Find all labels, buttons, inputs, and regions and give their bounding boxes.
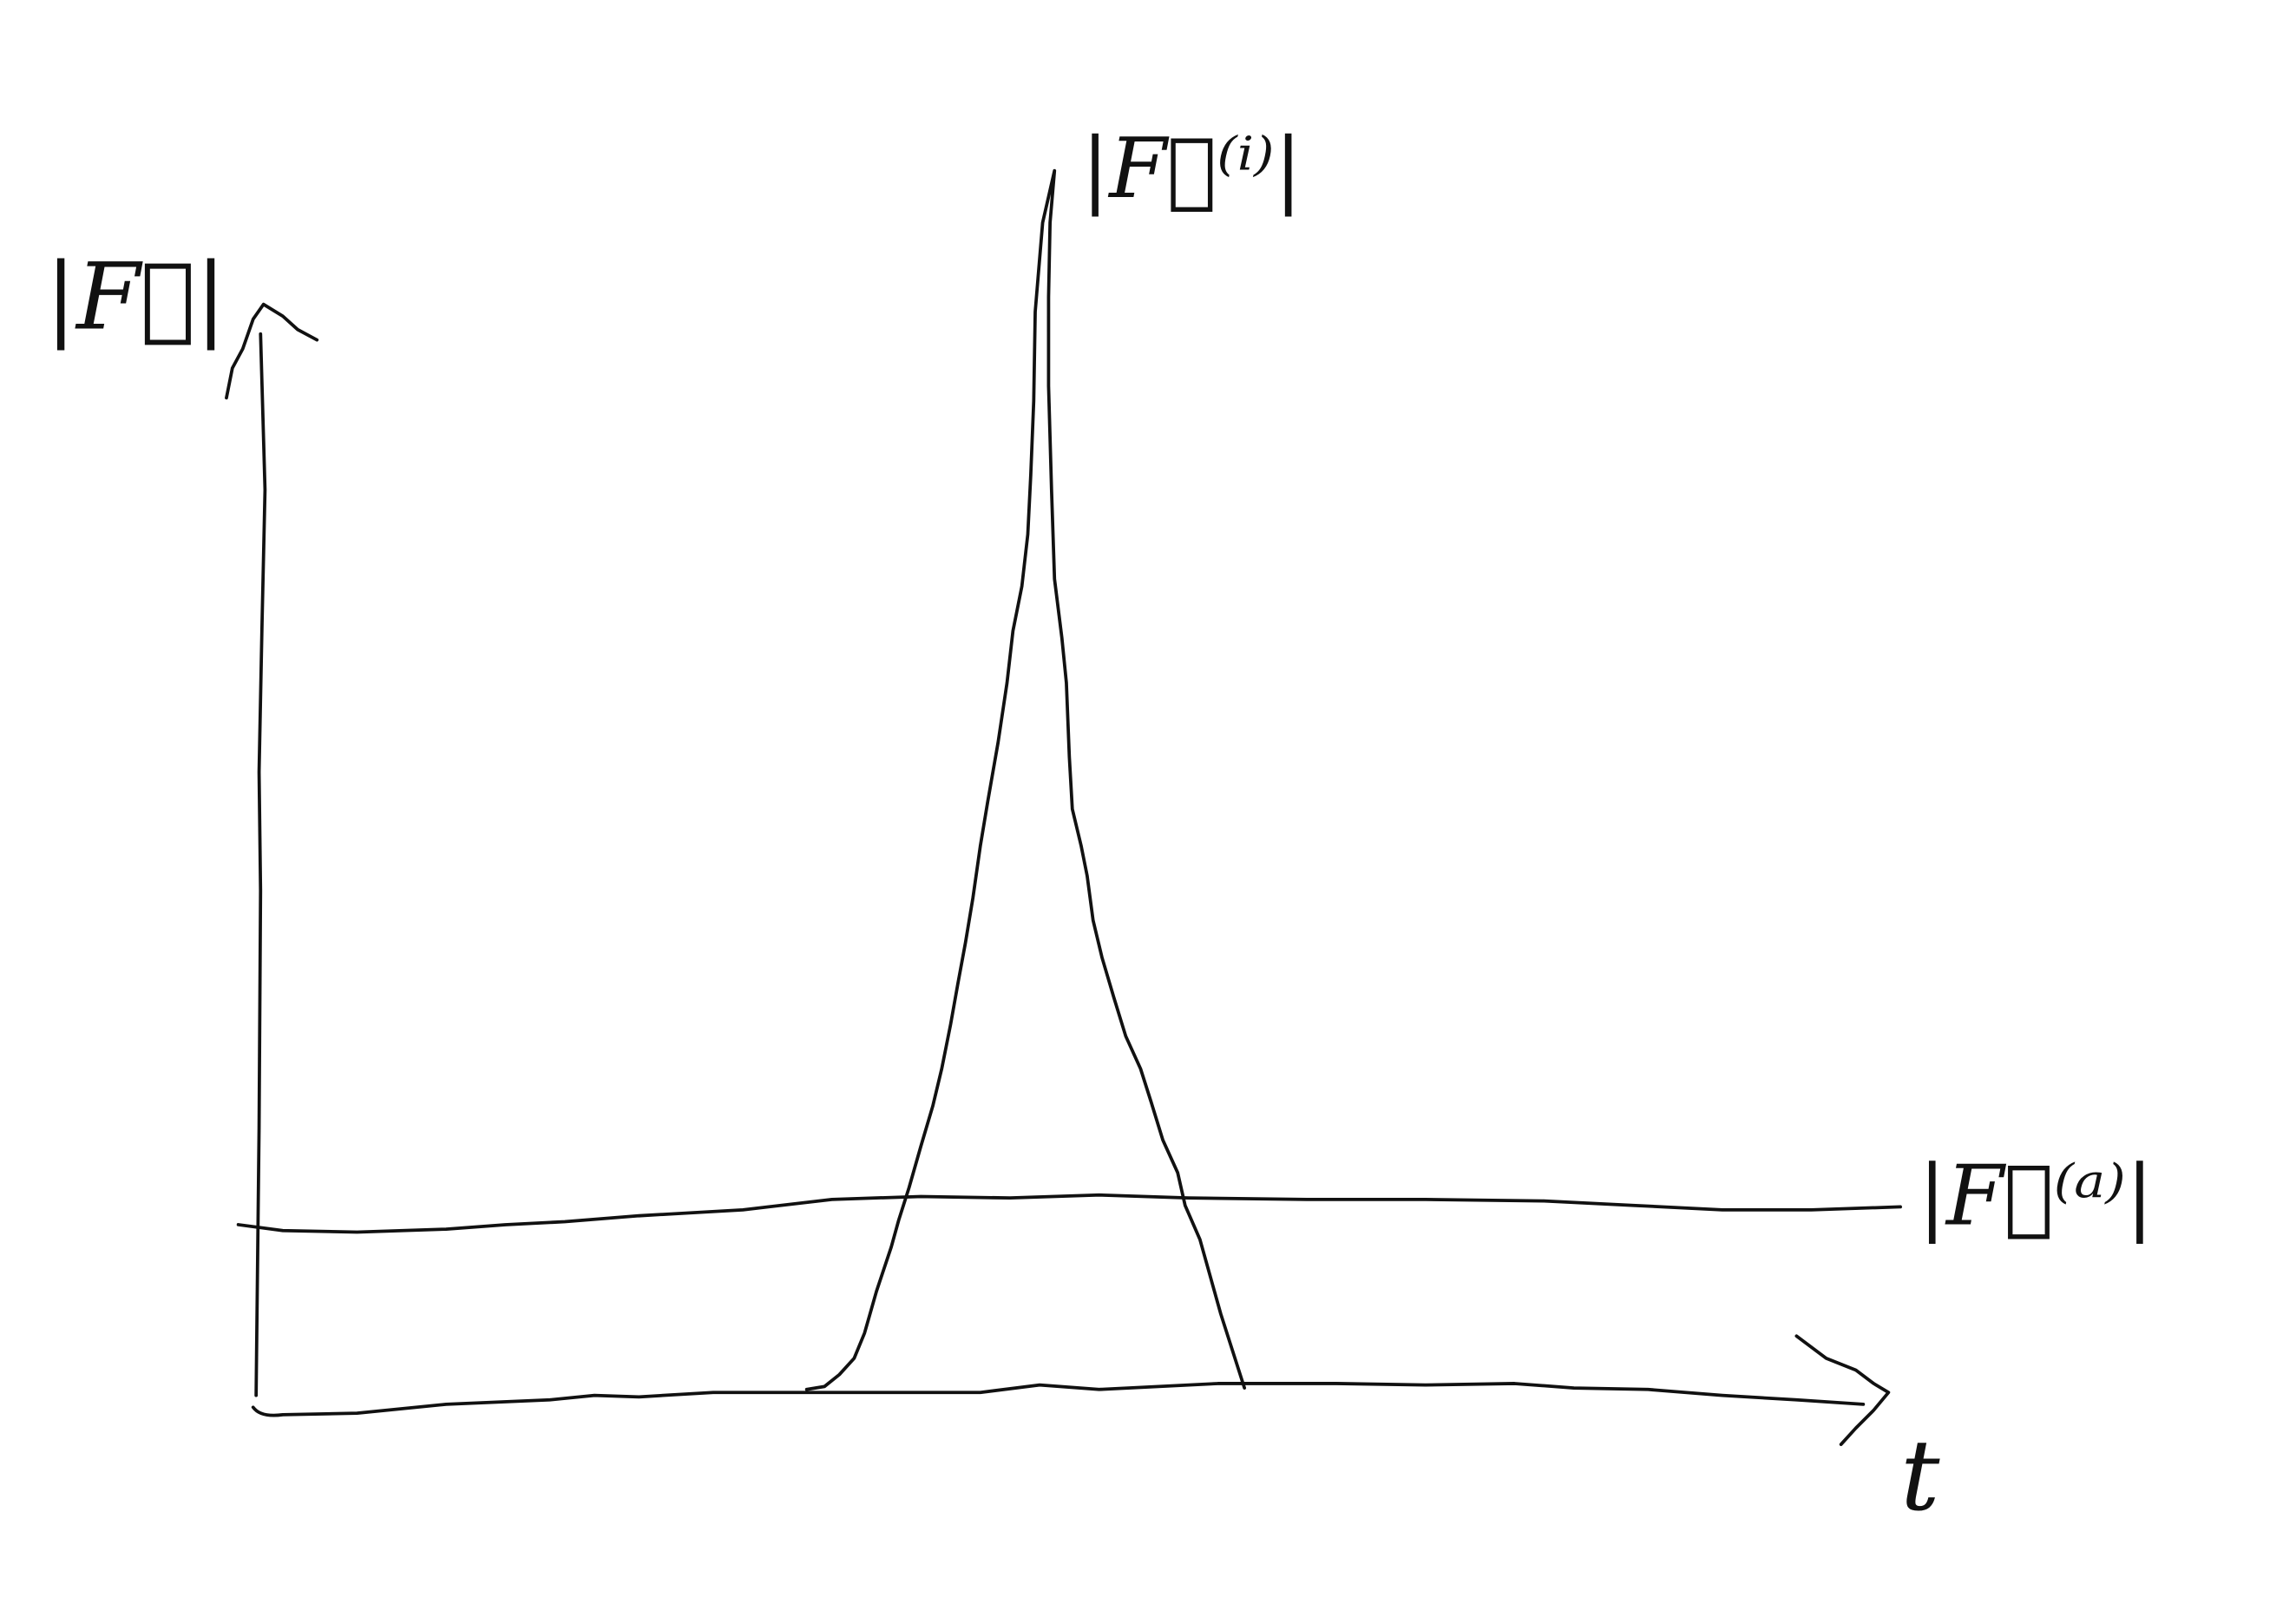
- peak-curve: [804, 168, 1247, 1391]
- constant-curve: [236, 1193, 1902, 1234]
- y-axis-arrowhead: [225, 302, 319, 400]
- y-axis: [254, 332, 267, 1397]
- x-axis: [251, 1382, 1866, 1417]
- curve-label: |F⃗⁽ⁱ⁾|: [1081, 120, 1302, 217]
- y-axis-label: |F⃗|: [45, 244, 226, 351]
- curve-label: |F⃗⁽ᵃ⁾|: [1919, 1147, 2154, 1244]
- x-axis-arrowhead: [1794, 1334, 1891, 1446]
- x-axis-label: t: [1900, 1418, 1940, 1533]
